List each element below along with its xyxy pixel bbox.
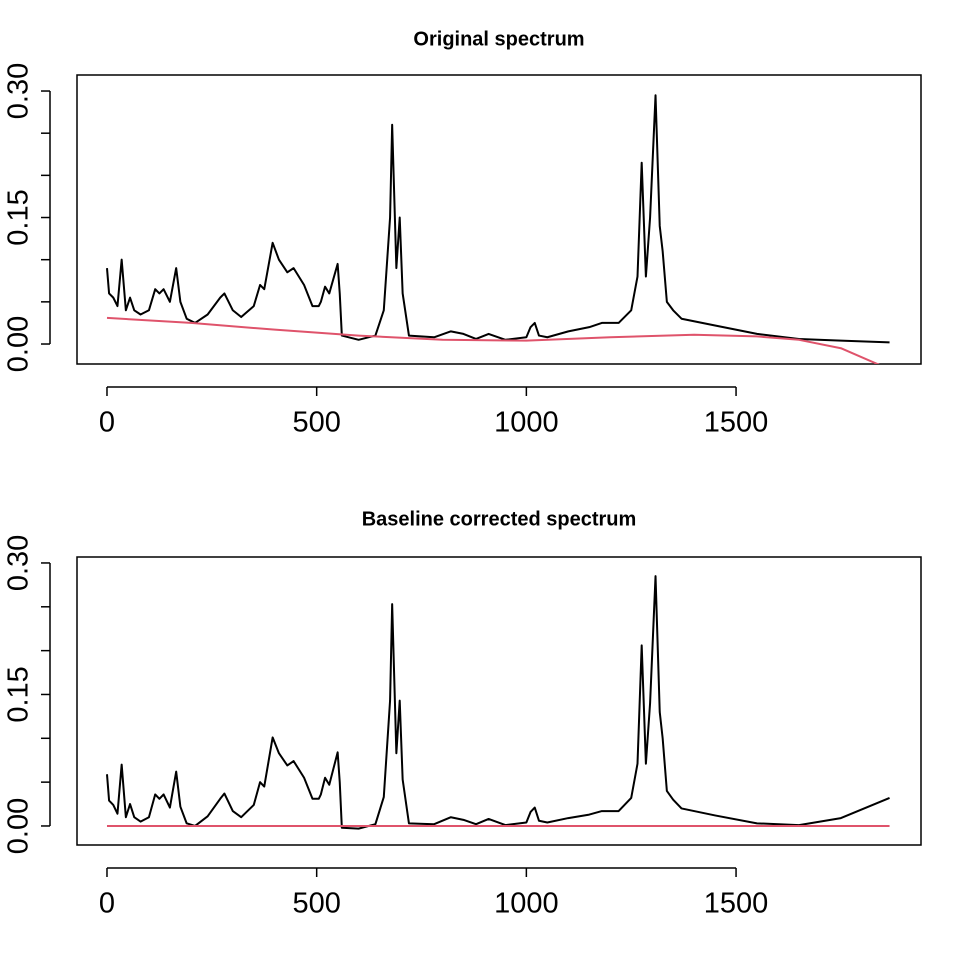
x-tick-label: 500 — [292, 407, 340, 439]
x-tick-label: 0 — [99, 407, 115, 439]
y-tick-label: 0.30 — [3, 63, 35, 119]
y-tick-label: 0.15 — [3, 189, 35, 245]
y-tick-label: 0.15 — [3, 666, 35, 722]
y-tick-label: 0.00 — [3, 316, 35, 372]
spectrum-line — [105, 575, 890, 830]
y-tick-label: 0.30 — [3, 535, 35, 591]
x-tick-label: 1000 — [494, 888, 559, 920]
y-tick-label: 0.00 — [3, 798, 35, 854]
x-tick-label: 0 — [99, 888, 115, 920]
plot-area — [105, 94, 890, 364]
chart-title: Baseline corrected spectrum — [362, 508, 637, 530]
chart-title: Original spectrum — [413, 28, 584, 50]
plot-box — [76, 556, 922, 846]
x-tick-label: 1500 — [704, 407, 769, 439]
plot-area — [105, 575, 890, 830]
x-tick-label: 1500 — [704, 888, 769, 920]
plot-box — [76, 74, 922, 365]
x-tick-label: 500 — [292, 888, 340, 920]
x-tick-label: 1000 — [494, 407, 559, 439]
spectrum-line — [105, 94, 890, 344]
spectrum-line — [106, 316, 880, 364]
